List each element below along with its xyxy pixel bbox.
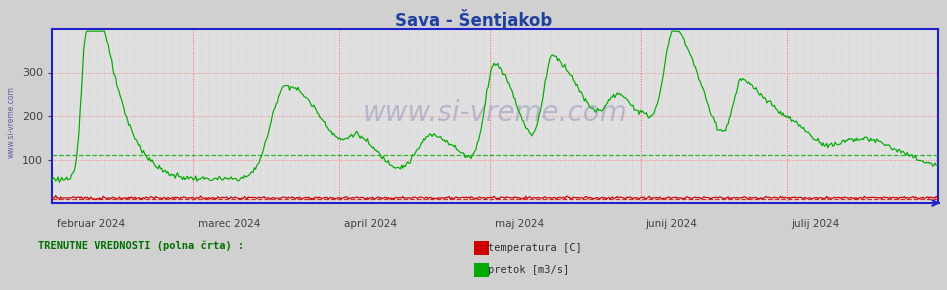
Text: marec 2024: marec 2024 bbox=[198, 219, 260, 229]
Text: pretok [m3/s]: pretok [m3/s] bbox=[488, 265, 569, 275]
Text: www.si-vreme.com: www.si-vreme.com bbox=[363, 99, 627, 126]
Text: april 2024: april 2024 bbox=[344, 219, 397, 229]
Text: Sava - Šentjakob: Sava - Šentjakob bbox=[395, 9, 552, 30]
Text: maj 2024: maj 2024 bbox=[494, 219, 544, 229]
Text: www.si-vreme.com: www.si-vreme.com bbox=[7, 86, 16, 158]
Text: TRENUTNE VREDNOSTI (polna črta) :: TRENUTNE VREDNOSTI (polna črta) : bbox=[38, 241, 244, 251]
Text: februar 2024: februar 2024 bbox=[57, 219, 125, 229]
Text: julij 2024: julij 2024 bbox=[792, 219, 840, 229]
Text: temperatura [C]: temperatura [C] bbox=[488, 243, 581, 253]
Text: junij 2024: junij 2024 bbox=[646, 219, 697, 229]
